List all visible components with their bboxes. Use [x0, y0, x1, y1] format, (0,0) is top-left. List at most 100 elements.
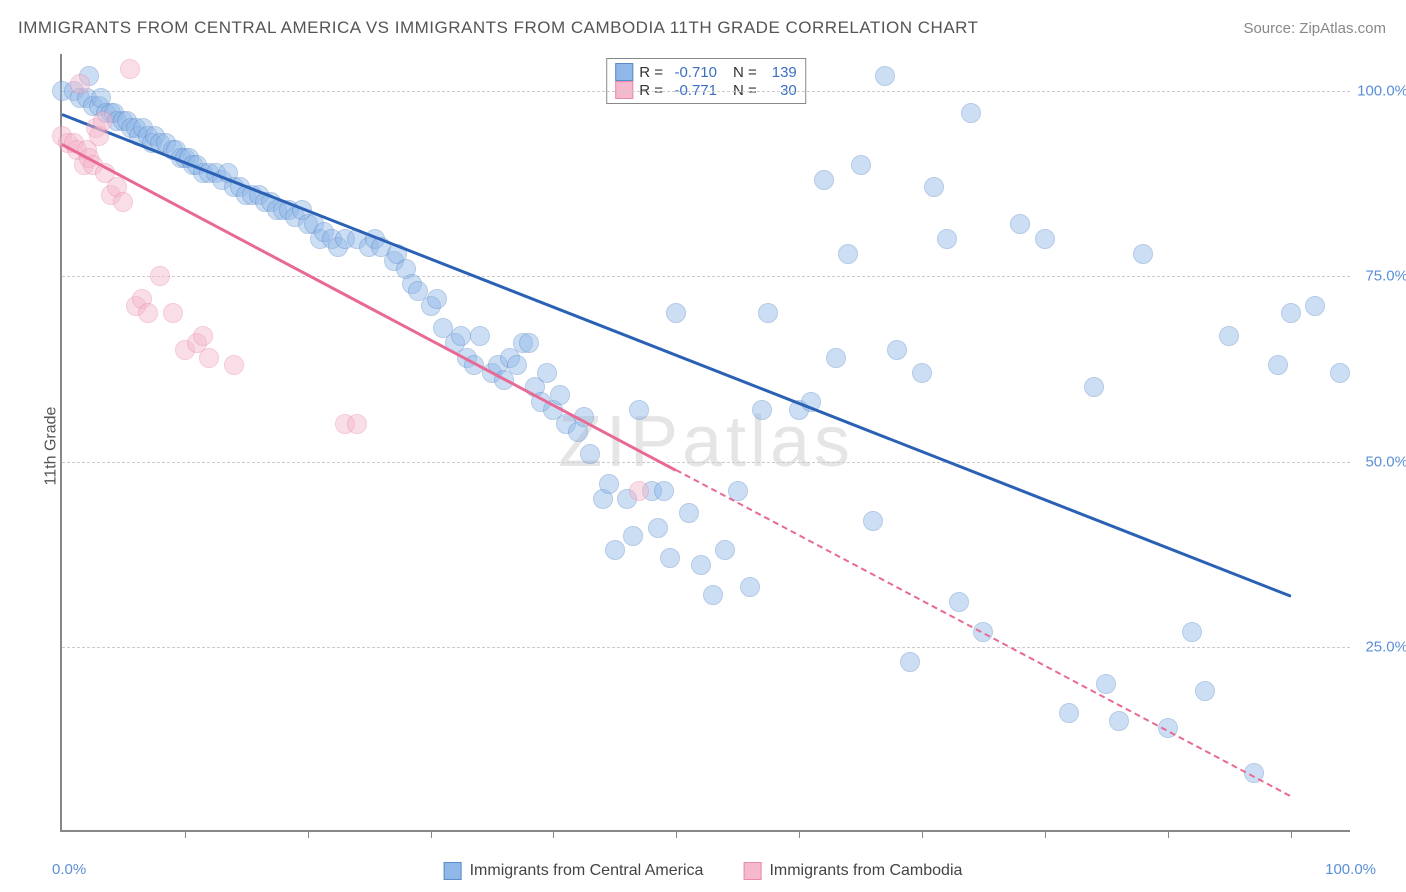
n-value: 30	[763, 82, 797, 99]
scatter-point	[93, 111, 113, 131]
scatter-point	[949, 592, 969, 612]
scatter-point	[193, 326, 213, 346]
legend-swatch-cambodia	[743, 862, 761, 880]
scatter-point	[740, 577, 760, 597]
scatter-point	[863, 511, 883, 531]
scatter-point	[937, 229, 957, 249]
scatter-point	[1109, 711, 1129, 731]
legend-label-central-america: Immigrants from Central America	[470, 862, 704, 880]
scatter-point	[758, 303, 778, 323]
scatter-point	[826, 348, 846, 368]
x-tick	[922, 830, 923, 838]
stat-row: R = -0.771 N = 30	[615, 81, 797, 99]
scatter-point	[599, 474, 619, 494]
source-attribution: Source: ZipAtlas.com	[1243, 20, 1386, 37]
scatter-point	[900, 652, 920, 672]
x-tick	[1168, 830, 1169, 838]
r-label: R =	[639, 64, 663, 81]
stat-swatch	[615, 81, 633, 99]
scatter-point	[1305, 296, 1325, 316]
scatter-point	[679, 503, 699, 523]
legend-swatch-central-america	[444, 862, 462, 880]
scatter-point	[1096, 674, 1116, 694]
scatter-point	[1268, 355, 1288, 375]
r-value: -0.710	[669, 64, 717, 81]
scatter-point	[752, 400, 772, 420]
scatter-point	[138, 303, 158, 323]
r-value: -0.771	[669, 82, 717, 99]
x-tick	[799, 830, 800, 838]
scatter-point	[70, 74, 90, 94]
scatter-point	[924, 177, 944, 197]
scatter-point	[875, 66, 895, 86]
scatter-point	[654, 481, 674, 501]
grid-line	[62, 647, 1350, 648]
scatter-point	[605, 540, 625, 560]
x-tick	[308, 830, 309, 838]
legend-item-central-america: Immigrants from Central America	[444, 862, 704, 880]
n-label: N =	[733, 64, 757, 81]
x-tick	[676, 830, 677, 838]
correlation-stats-box: R = -0.710 N = 139 R = -0.771 N = 30	[606, 58, 806, 104]
scatter-point	[814, 170, 834, 190]
scatter-point	[912, 363, 932, 383]
scatter-point	[519, 333, 539, 353]
scatter-point	[347, 414, 367, 434]
x-tick	[431, 830, 432, 838]
scatter-point	[961, 103, 981, 123]
scatter-point	[113, 192, 133, 212]
scatter-point	[1133, 244, 1153, 264]
scatter-point	[451, 326, 471, 346]
x-axis-min-label: 0.0%	[52, 861, 86, 878]
y-tick-label: 50.0%	[1365, 453, 1406, 470]
scatter-point	[150, 266, 170, 286]
grid-line	[62, 276, 1350, 277]
legend-label-cambodia: Immigrants from Cambodia	[769, 862, 962, 880]
trend-line	[61, 113, 1291, 597]
r-label: R =	[639, 82, 663, 99]
y-tick-label: 25.0%	[1365, 638, 1406, 655]
scatter-point	[550, 385, 570, 405]
n-label: N =	[733, 82, 757, 99]
x-tick	[553, 830, 554, 838]
scatter-point	[648, 518, 668, 538]
scatter-point	[537, 363, 557, 383]
scatter-point	[660, 548, 680, 568]
plot-area: ZIPatlas R =-0.710N =139R =-0.771N =30 2…	[60, 54, 1350, 832]
scatter-point	[1330, 363, 1350, 383]
scatter-point	[163, 303, 183, 323]
scatter-point	[470, 326, 490, 346]
scatter-point	[507, 355, 527, 375]
x-tick	[1291, 830, 1292, 838]
grid-line	[62, 462, 1350, 463]
x-tick	[1045, 830, 1046, 838]
scatter-point	[199, 348, 219, 368]
scatter-point	[691, 555, 711, 575]
scatter-point	[224, 355, 244, 375]
scatter-point	[703, 585, 723, 605]
scatter-point	[120, 59, 140, 79]
scatter-point	[427, 289, 447, 309]
grid-line	[62, 91, 1350, 92]
scatter-point	[1195, 681, 1215, 701]
y-axis-label: 11th Grade	[42, 407, 60, 486]
chart-title: IMMIGRANTS FROM CENTRAL AMERICA VS IMMIG…	[18, 18, 979, 38]
scatter-point	[1219, 326, 1239, 346]
scatter-point	[1059, 703, 1079, 723]
scatter-point	[1010, 214, 1030, 234]
scatter-point	[887, 340, 907, 360]
scatter-point	[1182, 622, 1202, 642]
legend-item-cambodia: Immigrants from Cambodia	[743, 862, 962, 880]
y-tick-label: 75.0%	[1365, 268, 1406, 285]
n-value: 139	[763, 64, 797, 81]
x-axis-max-label: 100.0%	[1325, 861, 1376, 878]
scatter-point	[580, 444, 600, 464]
legend: Immigrants from Central America Immigran…	[444, 862, 963, 880]
scatter-point	[1035, 229, 1055, 249]
scatter-point	[629, 400, 649, 420]
stat-row: R = -0.710 N = 139	[615, 63, 797, 81]
y-tick-label: 100.0%	[1357, 83, 1406, 100]
scatter-point	[666, 303, 686, 323]
scatter-point	[715, 540, 735, 560]
scatter-point	[838, 244, 858, 264]
